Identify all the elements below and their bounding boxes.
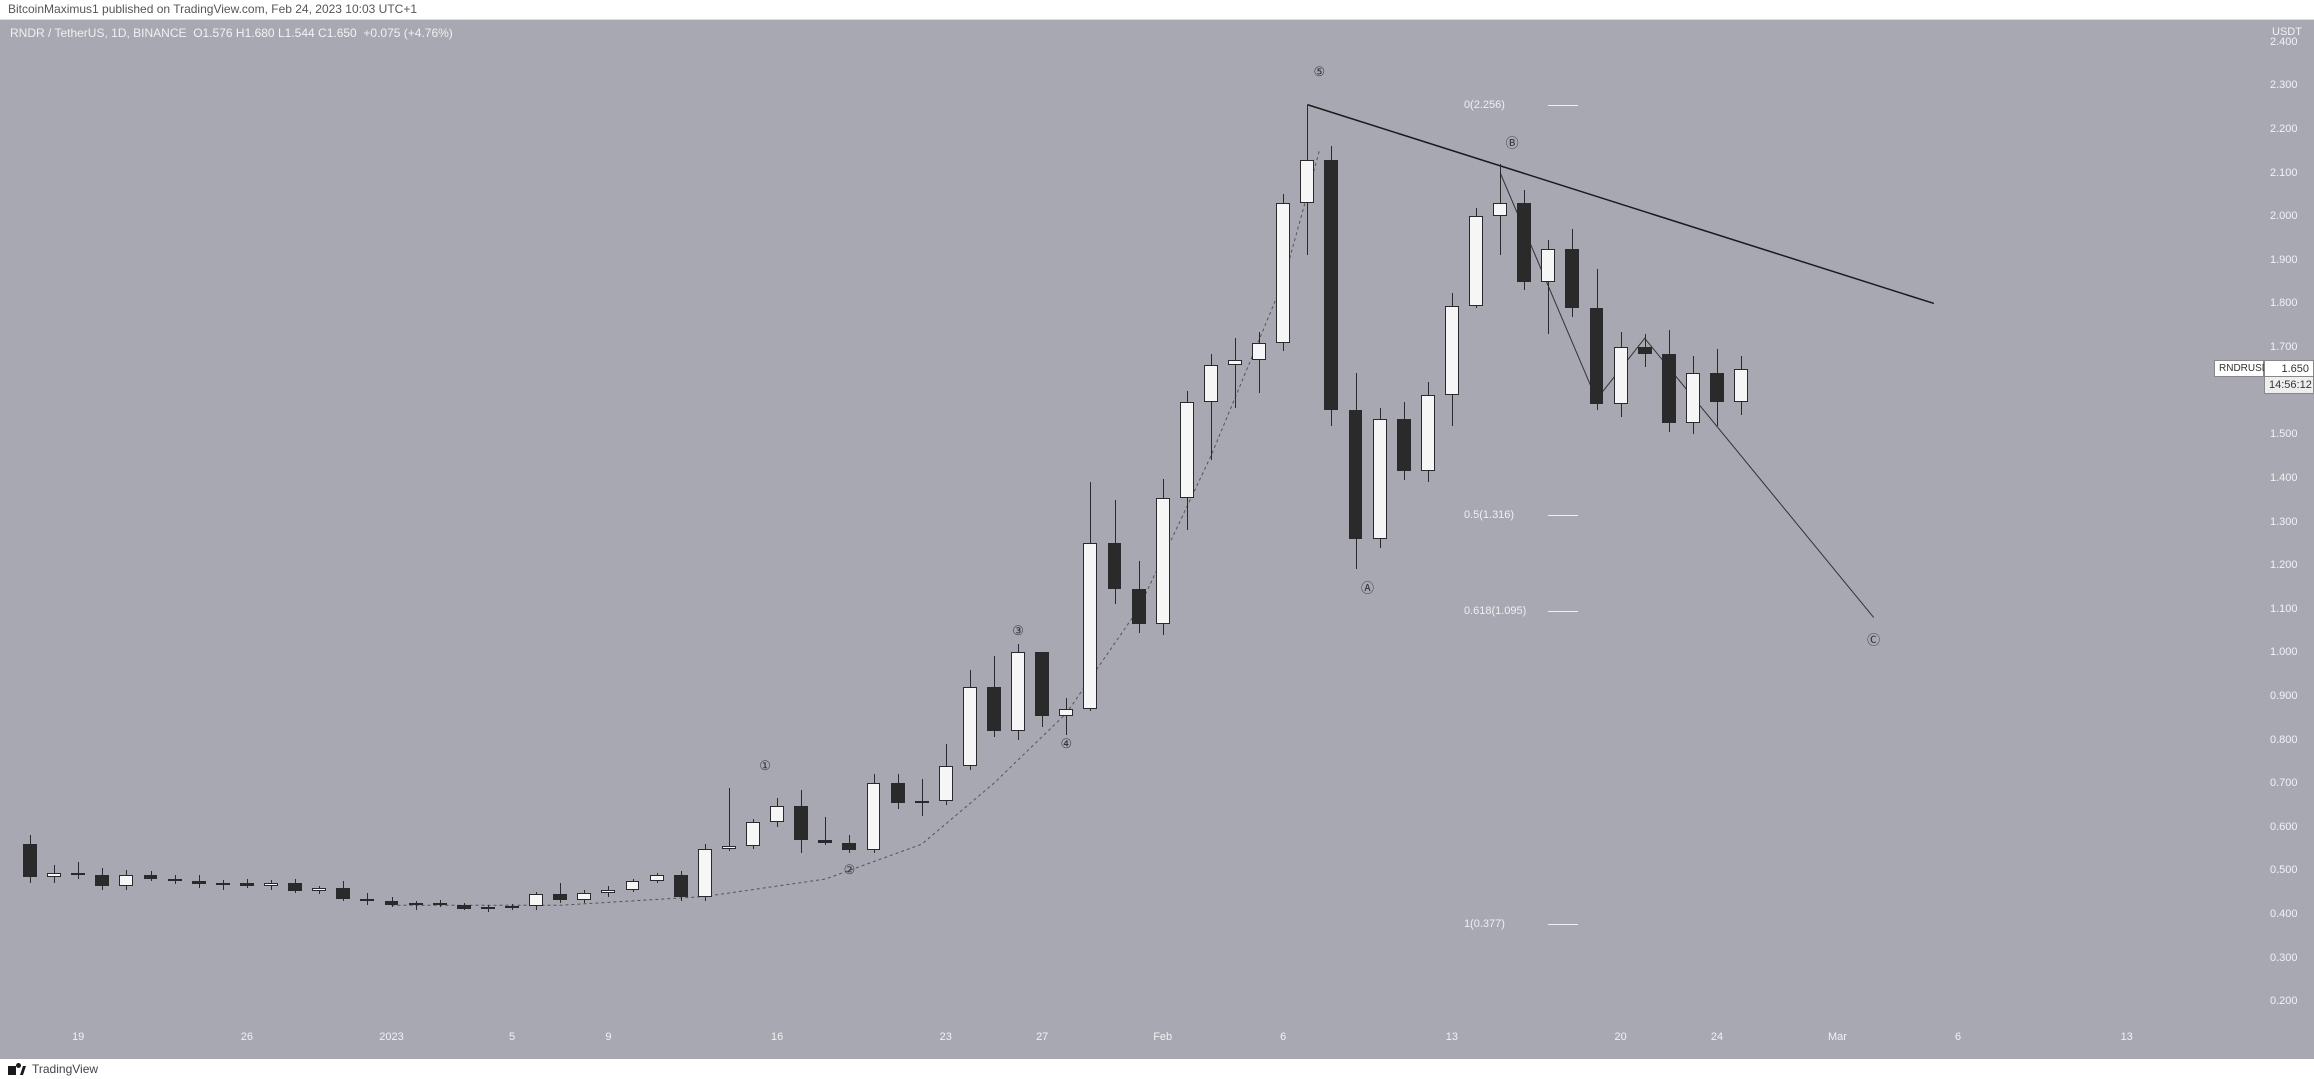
wave-label: ④ — [1060, 736, 1072, 752]
fib-tick — [1548, 611, 1578, 612]
countdown-badge: 14:56:12 — [2264, 376, 2314, 394]
wave-label: Ⓐ — [1361, 577, 1374, 596]
time-tick: 13 — [1446, 1031, 1458, 1043]
price-tick: 2.100 — [2270, 167, 2298, 179]
time-tick: 13 — [2121, 1031, 2133, 1043]
fib-label: 0.618(1.095) — [1464, 605, 1526, 617]
time-tick: 23 — [940, 1031, 952, 1043]
price-tick: 2.400 — [2270, 36, 2298, 48]
wave-label: ⑤ — [1314, 64, 1326, 80]
tradingview-watermark: TradingView — [8, 1062, 98, 1076]
fib-tick — [1548, 924, 1578, 925]
time-tick: Feb — [1153, 1031, 1172, 1043]
price-tick: 2.000 — [2270, 210, 2298, 222]
publish-header: BitcoinMaximus1 published on TradingView… — [0, 0, 2314, 20]
tradingview-icon — [8, 1063, 26, 1075]
wave-label: ② — [844, 862, 856, 878]
price-tick: 0.400 — [2270, 908, 2298, 920]
chart-container: RNDR / TetherUS, 1D, BINANCE O1.576 H1.6… — [0, 20, 2314, 1059]
annotations-layer: 0(2.256) 0.5(1.316) 0.618(1.095) 1(0.377) ① ②… — [0, 20, 2264, 1023]
fib-label: 0(2.256) — [1464, 99, 1505, 111]
time-tick: Mar — [1828, 1031, 1847, 1043]
time-tick: 19 — [72, 1031, 84, 1043]
symbol-badge: RNDRUSDT — [2214, 360, 2264, 377]
wave-label: Ⓒ — [1867, 630, 1880, 649]
axis-corner — [2264, 1023, 2314, 1059]
chart-pane[interactable]: RNDR / TetherUS, 1D, BINANCE O1.576 H1.6… — [0, 20, 2265, 1024]
time-tick: 2023 — [379, 1031, 403, 1043]
price-tick: 2.300 — [2270, 79, 2298, 91]
wave-label: ③ — [1012, 623, 1024, 639]
time-tick: 5 — [509, 1031, 515, 1043]
time-tick: 6 — [1955, 1031, 1961, 1043]
price-tick: 0.200 — [2270, 995, 2298, 1007]
price-tick: 0.600 — [2270, 821, 2298, 833]
time-tick: 20 — [1614, 1031, 1626, 1043]
time-tick: 24 — [1711, 1031, 1723, 1043]
price-tick: 2.200 — [2270, 123, 2298, 135]
price-tick: 0.700 — [2270, 777, 2298, 789]
publish-text: BitcoinMaximus1 published on TradingView… — [8, 2, 417, 16]
time-tick: 27 — [1036, 1031, 1048, 1043]
price-tick: 0.300 — [2270, 952, 2298, 964]
price-tick: 1.100 — [2270, 603, 2298, 615]
price-tick: 1.200 — [2270, 559, 2298, 571]
price-tick: 0.500 — [2270, 864, 2298, 876]
fib-label: 0.5(1.316) — [1464, 509, 1514, 521]
time-tick: 26 — [241, 1031, 253, 1043]
price-tick: 1.700 — [2270, 341, 2298, 353]
time-tick: 6 — [1280, 1031, 1286, 1043]
wave-label: Ⓑ — [1506, 133, 1519, 152]
wave-label: ① — [759, 758, 771, 774]
price-axis[interactable]: USDT 0.2000.3000.4000.5000.6000.7000.800… — [2264, 20, 2314, 1024]
time-tick: 16 — [771, 1031, 783, 1043]
fib-tick — [1548, 515, 1578, 516]
price-tick: 1.800 — [2270, 297, 2298, 309]
price-tick: 1.000 — [2270, 646, 2298, 658]
price-tick: 1.300 — [2270, 516, 2298, 528]
fib-label: 1(0.377) — [1464, 918, 1505, 930]
price-tick: 1.400 — [2270, 472, 2298, 484]
watermark-text: TradingView — [32, 1062, 98, 1076]
time-tick: 9 — [605, 1031, 611, 1043]
fib-tick — [1548, 105, 1578, 106]
price-tick: 0.800 — [2270, 734, 2298, 746]
price-tick: 0.900 — [2270, 690, 2298, 702]
time-axis[interactable]: 19 26 2023 5 9 16 23 27 Feb 6 13 20 24 Mar 6 13 — [0, 1023, 2264, 1059]
price-tick: 1.500 — [2270, 428, 2298, 440]
price-tick: 1.900 — [2270, 254, 2298, 266]
